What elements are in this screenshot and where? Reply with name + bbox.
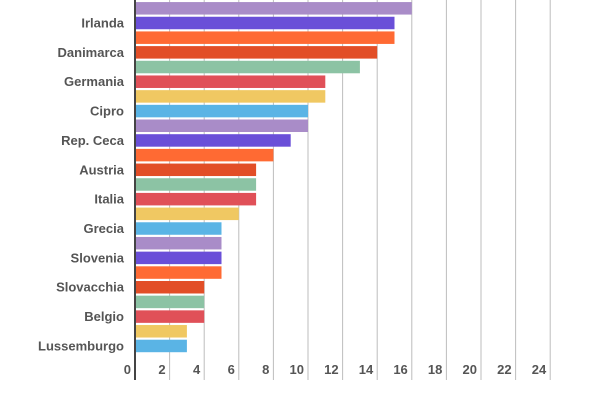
bar bbox=[135, 236, 222, 250]
category-label: Austria bbox=[79, 162, 125, 177]
x-tick-label: 2 bbox=[158, 362, 165, 377]
bar bbox=[135, 134, 291, 147]
bar bbox=[135, 310, 205, 323]
x-tick-label: 20 bbox=[463, 362, 477, 377]
category-label: Irlanda bbox=[81, 16, 124, 31]
bars bbox=[135, 2, 412, 353]
bar bbox=[135, 2, 412, 15]
category-label: Lussemburgo bbox=[38, 338, 124, 353]
x-tick-label: 14 bbox=[359, 362, 374, 377]
x-tick-label: 8 bbox=[262, 362, 269, 377]
x-tick-labels: 0 2 4 6 8 10 12 14 16 18 20 22 24 bbox=[124, 362, 547, 377]
x-tick-label: 22 bbox=[497, 362, 511, 377]
x-tick-label: 12 bbox=[324, 362, 338, 377]
bar bbox=[135, 104, 308, 118]
bar bbox=[135, 251, 222, 265]
bar bbox=[135, 163, 257, 177]
x-tick-label: 4 bbox=[193, 362, 201, 377]
x-tick-label: 0 bbox=[124, 362, 131, 377]
category-label: Slovenia bbox=[71, 250, 125, 265]
category-labels: Irlanda Danimarca Germania Cipro Rep. Ceca Au… bbox=[38, 16, 125, 354]
bar bbox=[135, 16, 395, 30]
x-tick-label: 18 bbox=[428, 362, 442, 377]
bar bbox=[135, 280, 205, 294]
bar bbox=[135, 266, 222, 279]
category-label: Grecia bbox=[84, 221, 125, 236]
category-label: Germania bbox=[64, 74, 125, 89]
bar bbox=[135, 295, 205, 309]
bar bbox=[135, 192, 257, 206]
x-tick-label: 16 bbox=[393, 362, 407, 377]
bar bbox=[135, 31, 395, 44]
bar bbox=[135, 178, 257, 191]
bar bbox=[135, 60, 360, 74]
category-label: Rep. Ceca bbox=[61, 133, 125, 148]
bar bbox=[135, 119, 308, 133]
bar bbox=[135, 46, 378, 59]
x-tick-label: 10 bbox=[290, 362, 304, 377]
bar bbox=[135, 75, 326, 88]
x-tick-label: 24 bbox=[532, 362, 547, 377]
category-label: Cipro bbox=[90, 104, 124, 119]
bar bbox=[135, 207, 239, 221]
category-label: Italia bbox=[94, 192, 124, 207]
bar bbox=[135, 339, 187, 353]
category-label: Danimarca bbox=[58, 45, 125, 60]
bar bbox=[135, 90, 326, 103]
category-label: Slovacchia bbox=[56, 280, 125, 295]
bar bbox=[135, 325, 187, 338]
category-label: Belgio bbox=[84, 309, 124, 324]
bar bbox=[135, 222, 222, 235]
bar bbox=[135, 148, 274, 162]
x-tick-label: 6 bbox=[228, 362, 235, 377]
